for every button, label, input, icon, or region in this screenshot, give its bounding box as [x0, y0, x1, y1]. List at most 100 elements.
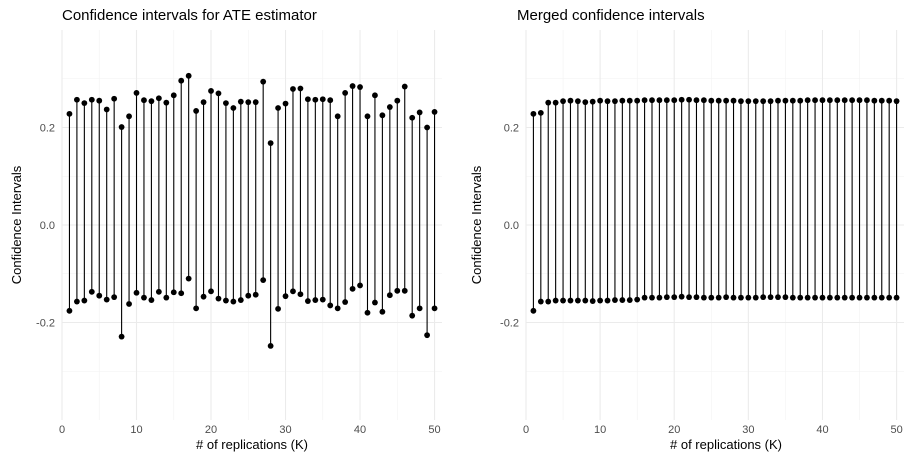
upper-point	[656, 97, 663, 104]
upper-point	[574, 98, 581, 105]
upper-point	[775, 97, 781, 104]
upper-point	[864, 97, 870, 104]
upper-point	[349, 83, 356, 89]
upper-point	[834, 97, 841, 104]
upper-point	[386, 104, 393, 110]
x-tick-label: 40	[816, 424, 828, 436]
upper-point	[282, 100, 289, 107]
upper-point	[155, 95, 162, 102]
upper-point	[797, 97, 804, 104]
lower-point	[424, 332, 430, 339]
lower-point	[133, 289, 140, 296]
upper-point	[649, 97, 655, 104]
lower-point	[775, 294, 781, 301]
upper-point	[582, 99, 589, 106]
upper-point	[738, 98, 744, 105]
lower-point	[760, 294, 767, 301]
upper-point	[552, 99, 559, 106]
upper-point	[871, 97, 878, 104]
lower-point	[871, 294, 878, 301]
lower-point	[223, 297, 229, 304]
chart-title: Merged confidence intervals	[517, 7, 705, 24]
upper-point	[878, 97, 885, 104]
lower-point	[431, 305, 438, 312]
upper-point	[334, 113, 341, 120]
lower-point	[582, 297, 589, 304]
lower-point	[148, 297, 155, 303]
lower-point	[552, 297, 559, 304]
lower-point	[893, 294, 900, 301]
upper-point	[267, 140, 274, 147]
upper-point	[767, 98, 774, 105]
upper-point	[537, 109, 544, 116]
upper-point	[96, 97, 103, 104]
lower-point	[708, 294, 715, 301]
upper-point	[760, 98, 767, 105]
upper-point	[290, 86, 296, 92]
x-tick-label: 50	[428, 424, 440, 436]
lower-point	[634, 296, 641, 303]
lower-point	[304, 298, 311, 304]
lower-point	[663, 294, 670, 301]
lower-point	[342, 299, 349, 305]
upper-point	[141, 97, 147, 104]
upper-point	[364, 113, 371, 120]
lower-point	[208, 288, 214, 295]
upper-point	[327, 97, 334, 104]
upper-point	[148, 98, 155, 105]
lower-point	[409, 312, 416, 319]
lower-point	[282, 293, 289, 300]
lower-point	[379, 308, 386, 315]
lower-point	[804, 294, 811, 301]
upper-point	[319, 96, 326, 103]
lower-point	[178, 290, 185, 297]
upper-point	[200, 99, 207, 106]
upper-point	[304, 96, 311, 103]
lower-point	[693, 294, 700, 301]
lower-point	[81, 297, 88, 304]
upper-point	[589, 98, 596, 105]
lower-point	[327, 302, 334, 309]
upper-point	[245, 99, 252, 106]
lower-point	[545, 298, 552, 305]
lower-point	[834, 294, 841, 301]
lower-point	[560, 297, 566, 304]
lower-point	[185, 275, 192, 282]
upper-point	[74, 96, 80, 103]
lower-point	[74, 298, 80, 305]
x-tick-label: 10	[594, 424, 606, 436]
x-tick-label: 10	[130, 424, 142, 436]
upper-point	[597, 97, 604, 104]
lower-point	[686, 294, 692, 301]
lower-point	[394, 287, 401, 294]
upper-point	[66, 110, 73, 117]
upper-point	[223, 100, 229, 107]
upper-point	[133, 89, 140, 96]
lower-point	[386, 292, 393, 299]
lower-point	[200, 293, 207, 300]
lower-point	[357, 282, 363, 289]
grid	[61, 30, 442, 420]
upper-point	[567, 97, 574, 104]
lower-point	[155, 288, 162, 295]
upper-point	[409, 114, 416, 121]
upper-point	[424, 124, 430, 131]
x-tick-label: 30	[279, 424, 291, 436]
upper-point	[297, 85, 304, 92]
upper-point	[252, 99, 259, 106]
y-axis-label: Confidence Intervals	[469, 165, 484, 284]
upper-point	[193, 108, 200, 114]
upper-point	[700, 97, 707, 104]
upper-point	[431, 109, 438, 115]
lower-point	[715, 294, 722, 301]
upper-point	[88, 96, 95, 103]
upper-point	[81, 100, 88, 107]
lower-point	[738, 294, 744, 301]
lower-point	[88, 288, 95, 295]
lower-point	[745, 294, 752, 301]
upper-point	[804, 97, 811, 104]
upper-point	[163, 99, 170, 106]
upper-point	[619, 97, 626, 104]
lower-point	[767, 294, 774, 301]
upper-point	[416, 109, 423, 116]
